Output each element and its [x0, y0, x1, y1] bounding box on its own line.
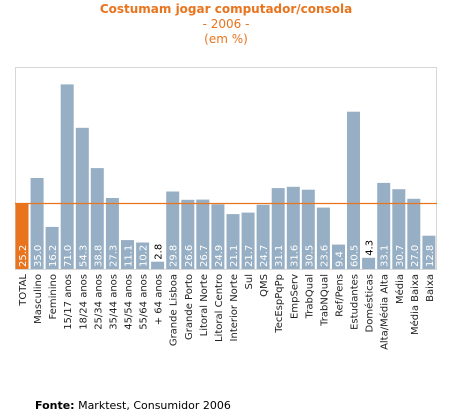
bar-value-label: 27.0: [410, 245, 421, 267]
bar-value-label: 31.1: [274, 245, 285, 267]
source-text: Marktest, Consumidor 2006: [74, 399, 231, 412]
category-tick-label: Sul: [244, 274, 255, 289]
bar: [121, 240, 134, 269]
source-note: Fonte: Marktest, Consumidor 2006: [35, 399, 231, 412]
bar-value-label: 30.7: [395, 245, 406, 267]
bar: [332, 244, 345, 269]
category-tick-label: Grande Porto: [184, 274, 195, 340]
chart-title-block: Costumam jogar computador/consola - 2006…: [0, 2, 452, 47]
category-tick-label: Litoral Centro: [214, 274, 225, 342]
category-tick-label: Feminino: [48, 274, 59, 319]
bar-value-label: 12.8: [425, 245, 436, 267]
bar: [211, 204, 225, 269]
bar: [30, 178, 44, 269]
bar-value-label: 60.5: [350, 245, 361, 267]
bar-value-label: 25.2: [18, 245, 29, 267]
bar-value-label: 35.0: [33, 245, 44, 267]
bar-value-label: 38.8: [93, 245, 104, 267]
bar: [241, 212, 255, 269]
bar: [286, 186, 300, 269]
category-tick-label: Média: [394, 274, 406, 304]
category-tick-label: Ref/Pens: [335, 274, 346, 317]
bar-value-label: 27.3: [108, 245, 119, 267]
bar: [75, 127, 89, 269]
category-tick-label: QMS: [259, 274, 270, 297]
bar: [151, 261, 165, 269]
category-tick-label: TrabNQual: [319, 274, 330, 327]
category-tick-label: Litoral Norte: [199, 274, 210, 336]
bar: [166, 191, 180, 269]
bar-value-label: 21.7: [244, 245, 255, 267]
bar: [301, 189, 315, 269]
bar-value-label: 30.5: [304, 245, 315, 267]
category-tick-label: TrabQual: [304, 274, 315, 319]
chart-title: Costumam jogar computador/consola: [99, 2, 353, 16]
bar-value-label: 16.2: [48, 245, 59, 267]
bar: [90, 168, 104, 269]
category-tick-label: 15/17 anos: [63, 274, 74, 330]
bar-value-label: 26.7: [199, 245, 210, 267]
bar: [105, 198, 119, 269]
bar-value-label: 24.9: [214, 245, 225, 267]
category-tick-label: TecEspPqPp: [274, 274, 285, 334]
bar: [271, 188, 285, 269]
bar-value-label: 24.7: [259, 245, 270, 267]
bar: [407, 198, 421, 269]
bar-value-label: 31.6: [289, 245, 300, 267]
bar-value-label: 2.8: [154, 244, 165, 260]
bar-value-label: 33.1: [380, 245, 391, 267]
bar-value-label: 4.3: [365, 240, 376, 256]
category-tick-label: 55/64 anos: [139, 274, 150, 330]
bar: [196, 199, 210, 269]
bar-value-label: 29.8: [169, 245, 180, 267]
bar: [45, 226, 59, 269]
category-tick-label: Grande Lisboa: [169, 274, 180, 346]
category-tick-label: Masculino: [33, 274, 44, 324]
category-tick-label: EmpServ: [289, 274, 300, 319]
chart-subtitle-unit: (em %): [204, 32, 248, 46]
category-tick-label: Domésticas: [364, 274, 376, 332]
category-tick-label: 18/24 anos: [78, 274, 89, 330]
bar-value-label: 21.1: [229, 245, 240, 267]
category-tick-label: TOTAL: [18, 274, 29, 307]
bar: [60, 84, 74, 270]
bar: [362, 257, 376, 269]
bar-value-label: 54.3: [78, 245, 89, 267]
bar: [422, 235, 436, 269]
bar: [15, 203, 29, 269]
bar: [181, 199, 195, 269]
bar: [377, 182, 391, 269]
bar-value-label: 71.0: [63, 245, 74, 267]
category-tick-label: Média Baixa: [409, 274, 421, 335]
source-label: Fonte:: [35, 399, 75, 412]
bar: [226, 214, 240, 269]
category-tick-label: Estudantes: [350, 274, 361, 330]
bar-value-label: 9.4: [335, 251, 346, 267]
category-tick-label: + 64 anos: [154, 274, 165, 325]
category-tick-label: 45/54 anos: [124, 274, 135, 330]
category-tick-label: Interior Norte: [229, 274, 240, 341]
chart-subtitle-year: - 2006 -: [202, 17, 250, 31]
bar-value-label: 23.6: [319, 245, 330, 267]
category-tick-label: Alta/Média Alta: [379, 274, 391, 350]
bar-value-label: 26.6: [184, 245, 195, 267]
category-tick-label: 35/44 anos: [108, 274, 119, 330]
bar: [392, 189, 406, 269]
category-tick-label: 25/34 anos: [93, 274, 104, 330]
bar-value-label: 11.1: [124, 245, 135, 267]
bar-chart: 25.2 TOTAL 35.0 Masculino 16.2 Feminino 71.0 15…: [15, 84, 437, 350]
bar: [316, 207, 330, 269]
bar: [136, 242, 150, 269]
bar-value-label: 10.2: [139, 245, 150, 267]
bar: [347, 111, 360, 269]
bar: [256, 204, 270, 269]
category-tick-label: Baixa: [425, 274, 436, 302]
